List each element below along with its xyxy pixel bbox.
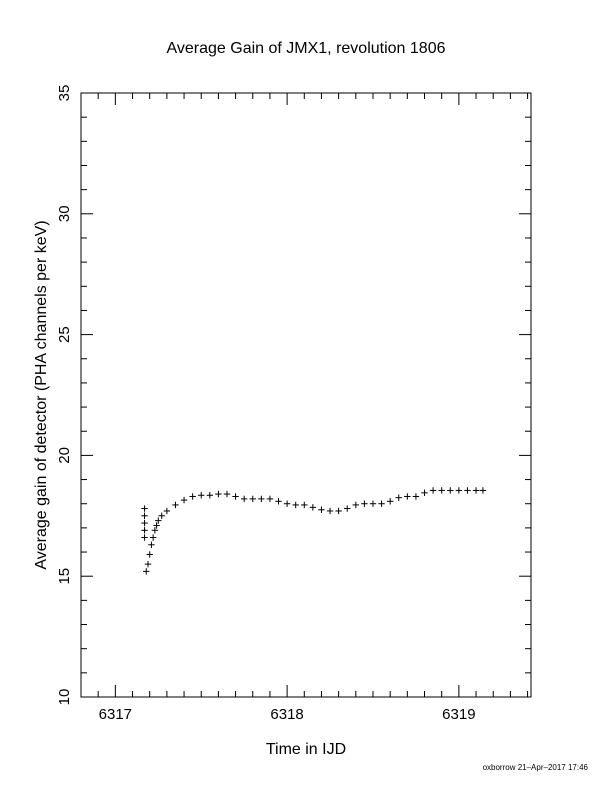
data-point [240,495,248,503]
data-point [151,527,159,534]
data-point [144,560,152,568]
footer-credit: oxborrow 21–Apr–2017 17:46 [483,763,589,772]
chart-title: Average Gain of JMX1, revolution 1806 [167,40,446,57]
data-point [283,500,291,507]
y-tick-label: 30 [56,205,73,222]
data-point [386,498,394,505]
data-point [318,506,325,513]
data-point [172,501,179,509]
data-point [232,493,239,500]
data-point [301,501,308,509]
data-points [141,487,487,575]
data-point [206,492,214,499]
data-point [215,490,222,498]
data-point [149,534,157,541]
data-point [455,487,463,494]
y-tick-label: 20 [56,447,73,464]
y-tick-label: 15 [56,568,73,585]
x-tick-label: 6318 [270,706,303,723]
data-point [155,517,162,524]
data-point [421,489,428,497]
x-tick-label: 6319 [442,706,475,723]
plot-frame [80,92,532,698]
data-point [141,512,148,519]
data-point [148,541,155,548]
data-point [180,496,188,504]
data-point [158,512,165,519]
data-point [438,487,445,494]
data-point [335,507,342,515]
data-point [361,500,368,507]
data-point [404,493,411,500]
y-axis: 10 15 20 25 30 35 [56,85,531,706]
data-point [198,492,205,499]
data-point [189,493,196,500]
data-point [429,487,437,494]
data-point [275,498,282,505]
data-point [464,487,471,494]
data-point [326,507,334,515]
data-point [352,501,360,509]
y-axis-label: Average gain of detector (PHA channels p… [33,220,50,569]
data-point [369,500,377,507]
data-point [141,519,148,527]
data-point [266,495,274,503]
data-point [153,522,160,529]
data-point [472,487,480,494]
data-point [447,487,454,494]
data-point [378,500,385,507]
y-tick-label: 10 [56,689,73,706]
data-point [412,493,420,500]
plot-border [80,92,532,698]
data-point [344,505,351,512]
data-point [292,501,299,509]
data-point [309,504,317,511]
data-point [163,507,171,515]
y-tick-label: 25 [56,326,73,343]
data-point [141,505,148,512]
data-point [143,568,150,575]
data-point [141,527,148,534]
x-axis: 6317 6318 6319 [80,93,529,723]
data-point [146,551,153,558]
data-point [479,487,487,494]
x-axis-label: Time in IJD [266,741,346,758]
x-tick-label: 6317 [99,706,132,723]
data-point [249,495,256,503]
data-point [258,495,265,503]
data-point [223,490,231,498]
y-tick-label: 35 [56,85,73,102]
data-point [141,534,148,541]
data-point [395,494,402,501]
